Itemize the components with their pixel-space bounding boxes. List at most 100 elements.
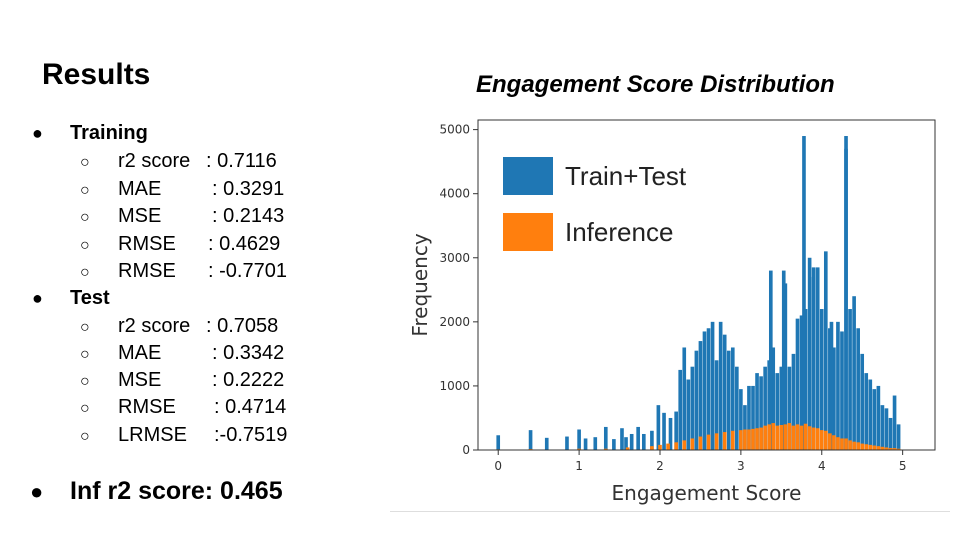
inference-bar [775,425,780,450]
inference-bar [823,430,828,450]
train-test-bar [799,315,804,450]
train-test-bar [829,321,834,450]
inference-bar [856,442,860,450]
metric-item: ○ MAE: 0.3342 [80,342,284,365]
train-test-bar [802,136,806,450]
train-test-bar [577,429,581,450]
inference-bar [755,428,759,450]
train-test-bar [840,331,844,450]
train-test-bar [872,389,877,450]
metric-item: ○ r2 score : 0.7058 [80,315,278,338]
metrics-panel: ● Training ○ r2 score: 0.7116 ○ MAE: 0.3291… [0,0,400,540]
x-axis-label: Engagement Score [612,481,802,505]
sub-bullet-icon: ○ [80,428,90,445]
inference-bar [783,424,788,450]
train-test-bar [896,424,901,450]
train-test-bar [771,347,776,450]
inference-bar [603,448,608,450]
y-tick-label: 5000 [439,123,470,137]
metric-label: MSE [118,205,162,227]
train-test-bar [726,350,731,450]
x-tick-label: 4 [818,459,826,473]
train-test-bar [876,385,881,450]
inference-bar [787,423,792,450]
metric-item: ○ LRMSE:-0.7519 [80,424,287,447]
divider [390,511,950,512]
inference-bar [674,442,678,450]
x-tick-label: 3 [737,459,745,473]
train-test-bar [743,405,747,450]
y-tick-label: 3000 [439,251,470,265]
train-test-bar [836,321,840,450]
train-test-bar [823,251,828,450]
sub-bullet-icon: ○ [80,400,90,417]
inference-bar [759,427,763,450]
metric-label: r2 score [118,315,191,337]
inference-bar [872,445,877,450]
bullet-icon: ● [30,479,44,504]
metric-label: RMSE [118,396,176,418]
train-test-bar [811,267,816,450]
train-test-bar [641,433,646,450]
metric-item: ○ RMSE: 0.4629 [80,233,280,256]
train-test-bar [650,430,654,450]
train-test-bar [747,385,751,450]
train-test-bar [678,369,683,450]
train-test-bar [629,433,634,450]
metric-value: : 0.3342 [212,342,285,364]
train-test-bar [768,270,773,450]
train-test-bar [751,385,755,450]
legend-swatch-train-test [503,157,553,195]
section-heading: Test [70,287,110,309]
train-test-bar [636,426,640,450]
train-test-bar [763,366,767,450]
inference-bar [848,440,852,450]
inference-bar [666,443,670,450]
metric-value: : 0.7058 [206,315,279,337]
train-test-bar [528,430,533,450]
y-tick-label: 2000 [439,315,470,329]
inference-bar [811,427,816,450]
inference-bar [892,448,897,450]
train-test-bar [624,437,628,450]
y-tick-label: 1000 [439,379,470,393]
inference-bar [852,441,856,450]
train-test-bar [856,328,860,450]
metric-value: : 0.3291 [212,178,285,200]
inference-bar [876,446,881,450]
train-test-bar [832,347,836,450]
train-test-bar [884,408,889,450]
train-test-bar [668,417,673,450]
train-test-bar [755,373,759,450]
x-tick-label: 1 [575,459,583,473]
legend-swatch-inference [503,213,553,251]
inference-score-text: Inf r2 score: 0.465 [70,477,283,505]
metric-label: MAE [118,342,162,364]
inference-bar [864,444,869,450]
train-test-bar [739,389,743,450]
sub-bullet-icon: ○ [80,319,90,336]
inference-bar [832,435,836,450]
train-test-bar [544,437,549,450]
histogram-chart: 0 1 2 3 4 5 0 1000 2000 3000 4000 5000 Engagement … [408,119,936,505]
section-training: ● Training [32,122,148,145]
y-tick-label: 4000 [439,187,470,201]
train-test-bar [880,405,885,450]
train-test-bar [593,437,598,450]
train-test-bar [698,341,703,450]
train-test-bar [868,379,873,450]
x-tick-label: 2 [656,459,664,473]
inference-bar [860,443,865,450]
train-test-bar [791,353,796,450]
train-test-bar [612,439,616,450]
metric-item: ○ RMSE: 0.4714 [80,396,286,419]
x-tick-label: 5 [899,459,907,473]
metric-label: MAE [118,178,162,200]
y-tick-label: 0 [462,443,470,457]
metric-label: RMSE [118,233,176,255]
train-test-bar [779,366,784,450]
train-test-bar [714,360,719,450]
inference-bar [767,424,772,450]
sub-bullet-icon: ○ [80,182,90,199]
train-test-bar [686,379,691,450]
